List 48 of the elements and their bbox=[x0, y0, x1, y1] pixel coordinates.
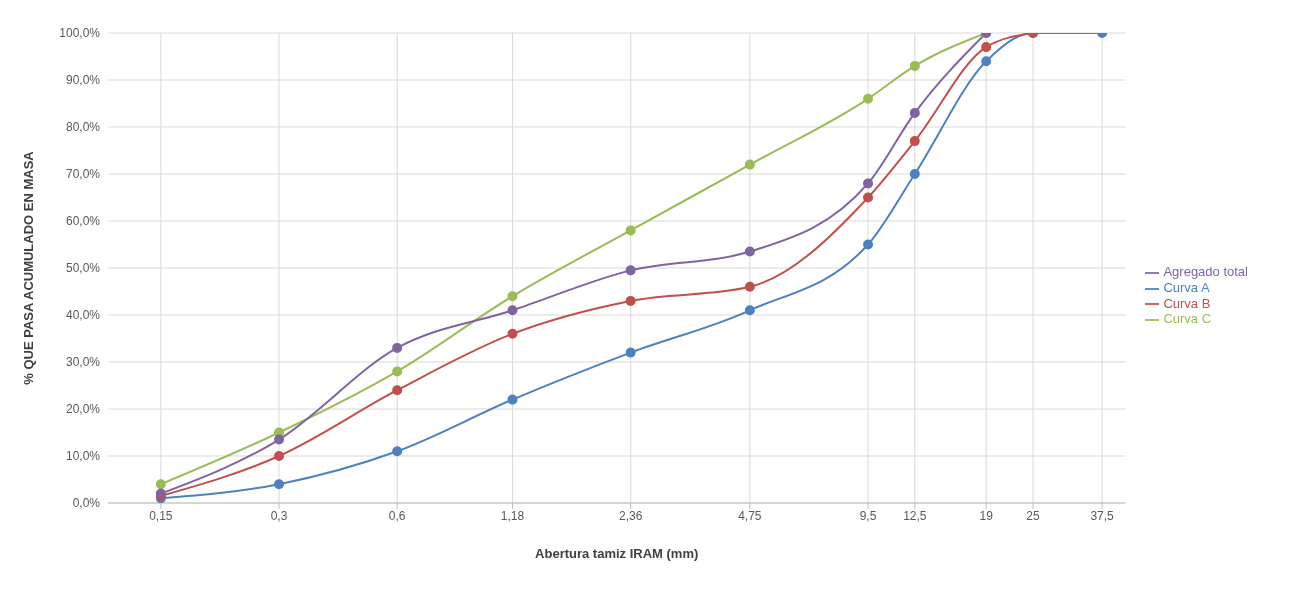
x-tick-label: 25 bbox=[1026, 508, 1040, 523]
x-tick-label: 2,36 bbox=[618, 508, 643, 523]
point bbox=[155, 479, 166, 490]
y-tick-label: 40,0% bbox=[65, 308, 101, 323]
point bbox=[274, 434, 285, 445]
legend-label: Agregado total bbox=[1163, 264, 1248, 280]
y-tick-label: 60,0% bbox=[65, 214, 101, 229]
point bbox=[274, 479, 285, 490]
point bbox=[744, 246, 755, 257]
x-tick-label: 0,3 bbox=[270, 508, 288, 523]
point bbox=[507, 305, 518, 316]
y-tick-label: 100,0% bbox=[59, 26, 101, 41]
x-tick-label: 1,18 bbox=[500, 508, 525, 523]
y-tick-label: 0,0% bbox=[72, 496, 101, 511]
y-tick-label: 30,0% bbox=[65, 355, 101, 370]
point bbox=[392, 342, 403, 353]
legend-label: Curva C bbox=[1163, 311, 1212, 327]
x-axis-title: Abertura tamiz IRAM (mm) bbox=[535, 546, 699, 561]
point bbox=[507, 394, 518, 405]
legend-label: Curva B bbox=[1163, 295, 1211, 311]
x-tick-label: 0,6 bbox=[388, 508, 406, 523]
point bbox=[392, 385, 403, 396]
y-axis-title: % QUE PASA ACUMULADO EN MASA bbox=[20, 150, 36, 385]
y-tick-label: 50,0% bbox=[65, 261, 101, 276]
point bbox=[392, 366, 403, 377]
x-tick-label: 9,5 bbox=[859, 508, 877, 523]
x-tick-label: 0,15 bbox=[149, 508, 173, 523]
y-tick-label: 90,0% bbox=[65, 73, 101, 88]
point bbox=[392, 446, 403, 457]
y-tick-label: 20,0% bbox=[65, 402, 101, 417]
point bbox=[507, 291, 518, 302]
y-tick-label: 70,0% bbox=[65, 167, 101, 182]
point bbox=[274, 451, 285, 461]
y-tick-label: 10,0% bbox=[65, 449, 101, 464]
x-tick-label: 19 bbox=[979, 508, 994, 523]
point bbox=[744, 281, 755, 292]
y-tick-label: 80,0% bbox=[65, 120, 101, 135]
point bbox=[744, 305, 755, 316]
legend-label: Curva A bbox=[1163, 279, 1210, 295]
x-tick-label: 37,5 bbox=[1090, 508, 1115, 523]
x-tick-label: 4,75 bbox=[738, 508, 762, 523]
point bbox=[744, 159, 755, 170]
x-tick-label: 12,5 bbox=[903, 508, 927, 523]
point bbox=[625, 265, 636, 276]
point bbox=[625, 347, 636, 358]
point bbox=[625, 295, 636, 306]
point bbox=[507, 328, 518, 339]
point bbox=[625, 225, 636, 236]
